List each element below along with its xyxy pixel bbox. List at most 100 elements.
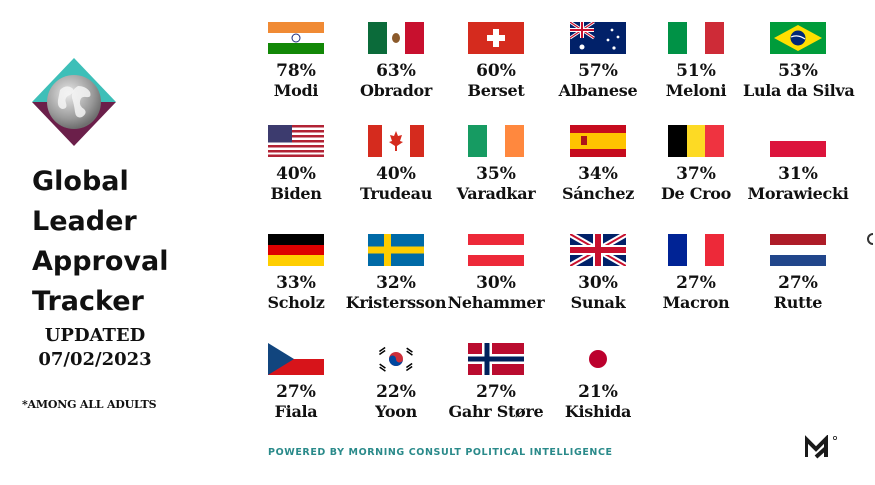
- approval-percent: 51%: [676, 61, 716, 81]
- switzerland-flag-icon: [468, 22, 524, 54]
- netherlands-flag-icon: [770, 234, 826, 266]
- leader-name: Kristersson: [345, 293, 447, 312]
- leader-card: 27% Fiala: [241, 343, 351, 421]
- leader-card: 53% Lula da Silva: [743, 22, 855, 100]
- usa-flag-icon: [268, 125, 324, 157]
- leader-name: Rutte: [773, 293, 823, 312]
- leader-name: Scholz: [267, 293, 325, 312]
- leader-name: De Croo: [660, 184, 732, 203]
- canada-flag-icon: [368, 125, 424, 157]
- leader-name: Nehammer: [447, 293, 545, 312]
- approval-percent: 53%: [778, 61, 818, 81]
- title-line: Leader: [32, 206, 137, 237]
- approval-percent: 40%: [276, 164, 316, 184]
- approval-percent: 27%: [476, 382, 516, 402]
- austria-flag-icon: [468, 234, 524, 266]
- leader-card: 78% Modi: [241, 22, 351, 100]
- partial-flag-icon: [867, 233, 874, 245]
- leader-name: Gahr Støre: [448, 402, 544, 421]
- leader-card: 33% Scholz: [241, 234, 351, 312]
- approval-percent: 22%: [376, 382, 416, 402]
- approval-percent: 63%: [376, 61, 416, 81]
- leader-name: Lula da Silva: [743, 81, 855, 100]
- approval-percent: 30%: [476, 273, 516, 293]
- leader-name: Biden: [270, 184, 322, 203]
- leader-name: Trudeau: [359, 184, 433, 203]
- powered-by-text: POWERED BY MORNING CONSULT POLITICAL INT…: [268, 447, 613, 458]
- india-flag-icon: [268, 22, 324, 54]
- japan-flag-icon: [570, 343, 626, 375]
- leader-card: 22% Yoon: [341, 343, 451, 421]
- leader-name: Kishida: [564, 402, 632, 421]
- approval-percent: 40%: [376, 164, 416, 184]
- leader-name: Meloni: [665, 81, 727, 100]
- approval-percent: 35%: [476, 164, 516, 184]
- leader-name: Macron: [662, 293, 730, 312]
- updated-stamp: UPDATED 07/02/2023: [30, 324, 160, 372]
- uk-flag-icon: [570, 234, 626, 266]
- leader-card: 34% Sánchez: [543, 125, 653, 203]
- germany-flag-icon: [268, 234, 324, 266]
- ireland-flag-icon: [468, 125, 524, 157]
- approval-percent: 31%: [778, 164, 818, 184]
- spain-flag-icon: [570, 125, 626, 157]
- south-korea-flag-icon: [368, 343, 424, 375]
- leader-name: Albanese: [558, 81, 638, 100]
- australia-flag-icon: [570, 22, 626, 54]
- leader-name: Sánchez: [561, 184, 635, 203]
- czechia-flag-icon: [268, 343, 324, 375]
- france-flag-icon: [668, 234, 724, 266]
- approval-percent: 37%: [676, 164, 716, 184]
- poland-flag-icon: [770, 125, 826, 157]
- leader-name: Obrador: [359, 81, 433, 100]
- sweden-flag-icon: [368, 234, 424, 266]
- leader-card: 27% Macron: [641, 234, 751, 312]
- leader-card: 51% Meloni: [641, 22, 751, 100]
- leader-name: Modi: [273, 81, 319, 100]
- approval-percent: 78%: [276, 61, 316, 81]
- leader-card: 21% Kishida: [543, 343, 653, 421]
- updated-label: UPDATED: [44, 325, 146, 346]
- leader-card: 31% Morawiecki: [743, 125, 853, 203]
- approval-percent: 27%: [778, 273, 818, 293]
- leader-card: 60% Berset: [441, 22, 551, 100]
- leader-card: 30% Nehammer: [441, 234, 551, 312]
- leader-name: Yoon: [375, 402, 417, 421]
- globe-logo-icon: [32, 58, 116, 146]
- approval-percent: 21%: [578, 382, 618, 402]
- leader-name: Varadkar: [456, 184, 536, 203]
- approval-percent: 27%: [676, 273, 716, 293]
- approval-percent: 57%: [578, 61, 618, 81]
- approval-percent: 34%: [578, 164, 618, 184]
- leader-card: 37% De Croo: [641, 125, 751, 203]
- title-line: Tracker: [32, 286, 144, 317]
- leader-name: Sunak: [570, 293, 626, 312]
- title-line: Global: [32, 166, 129, 197]
- footnote: *AMONG ALL ADULTS: [22, 398, 157, 411]
- leader-card: 27% Gahr Støre: [441, 343, 551, 421]
- approval-percent: 32%: [376, 273, 416, 293]
- leader-card: 35% Varadkar: [441, 125, 551, 203]
- morning-consult-logo-icon: [805, 435, 837, 459]
- belgium-flag-icon: [668, 125, 724, 157]
- title-line: Approval: [32, 246, 169, 277]
- leader-card: 40% Biden: [241, 125, 351, 203]
- norway-flag-icon: [468, 343, 524, 375]
- approval-percent: 60%: [476, 61, 516, 81]
- page-title: Global Leader Approval Tracker: [32, 162, 169, 322]
- leader-card: 63% Obrador: [341, 22, 451, 100]
- leader-name: Berset: [467, 81, 525, 100]
- brazil-flag-icon: [770, 22, 826, 54]
- approval-percent: 33%: [276, 273, 316, 293]
- italy-flag-icon: [668, 22, 724, 54]
- leader-card: 40% Trudeau: [341, 125, 451, 203]
- leader-name: Morawiecki: [747, 184, 849, 203]
- leader-card: 57% Albanese: [543, 22, 653, 100]
- mexico-flag-icon: [368, 22, 424, 54]
- leader-card: 30% Sunak: [543, 234, 653, 312]
- leader-card: 32% Kristersson: [341, 234, 451, 312]
- sidebar: Global Leader Approval Tracker UPDATED 0…: [0, 0, 240, 485]
- approval-percent: 30%: [578, 273, 618, 293]
- updated-date: 07/02/2023: [38, 349, 152, 370]
- approval-percent: 27%: [276, 382, 316, 402]
